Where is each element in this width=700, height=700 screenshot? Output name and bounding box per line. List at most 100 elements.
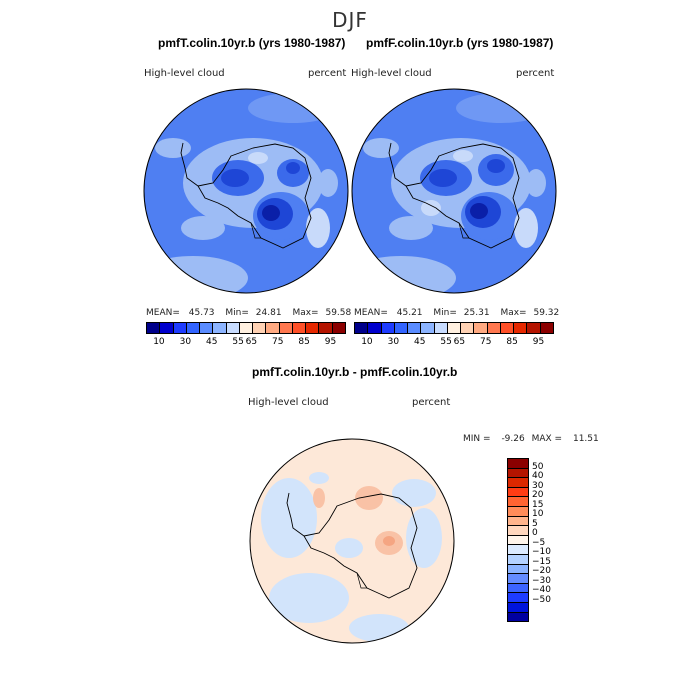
- colorbar-swatch: [508, 583, 528, 594]
- colorbar-tick-label: 85: [298, 337, 310, 347]
- colorbar-tick-label: −10: [532, 547, 551, 558]
- panel1-mean-label: MEAN=: [146, 308, 180, 318]
- diff-variable: High-level cloud: [248, 397, 329, 408]
- colorbar-tick-label: 45: [414, 337, 426, 347]
- colorbar-swatch: [319, 323, 333, 333]
- colorbar-tick-label: 65: [453, 337, 466, 347]
- colorbar-panel1-ticks: 10 30 45 55 65 75 85 95: [146, 337, 346, 349]
- panel2-max-value: 59.32: [533, 308, 560, 318]
- colorbar-swatch: [447, 323, 462, 333]
- panel1-min-value: 24.81: [255, 308, 282, 318]
- diff-units: percent: [412, 397, 451, 408]
- panel2-mean-value: 45.21: [396, 308, 423, 318]
- colorbar-swatch: [508, 526, 528, 536]
- figure-title: DJF: [332, 8, 368, 32]
- colorbar-tick-label: 55: [232, 337, 244, 347]
- colorbar-tick-label: 55: [440, 337, 452, 347]
- colorbar-swatch: [355, 323, 369, 333]
- panel1-units: percent: [308, 68, 347, 79]
- colorbar-tick-label: 85: [506, 337, 518, 347]
- colorbar-swatch: [508, 545, 528, 555]
- colorbar-tick-label: −15: [532, 556, 551, 567]
- colorbar-swatch: [508, 574, 528, 584]
- colorbar-swatch: [508, 478, 528, 488]
- colorbar-tick-label: 5: [532, 518, 538, 529]
- colorbar-swatch: [421, 323, 435, 333]
- colorbar-swatch: [394, 323, 409, 333]
- colorbar-tick-label: −30: [532, 575, 551, 586]
- colorbar-swatch: [279, 323, 293, 333]
- colorbar-tick-label: 40: [532, 471, 544, 482]
- colorbar-tick-label: 0: [532, 528, 538, 539]
- map-difference: [249, 438, 455, 644]
- diff-max-value: 11.51: [572, 434, 599, 444]
- colorbar-tick-label: 95: [324, 337, 337, 347]
- colorbar-swatch: [381, 323, 395, 333]
- colorbar-swatch: [461, 323, 475, 333]
- colorbar-swatch: [527, 323, 541, 333]
- colorbar-swatch: [239, 323, 254, 333]
- colorbar-tick-label: −5: [532, 537, 546, 548]
- panel2-min-label: Min=: [433, 308, 457, 318]
- colorbar-tick-label: 30: [387, 337, 400, 347]
- colorbar-tick-label: 65: [245, 337, 258, 347]
- colorbar-swatch: [487, 323, 501, 333]
- colorbar-tick-label: 50: [532, 461, 544, 472]
- panel2-stats: MEAN= 45.21 Min= 25.31 Max= 59.32: [354, 308, 559, 318]
- colorbar-swatch: [408, 323, 422, 333]
- panel2-mean-label: MEAN=: [354, 308, 388, 318]
- colorbar-swatch: [508, 612, 528, 622]
- panel2-max-label: Max=: [500, 308, 527, 318]
- colorbar-swatch: [147, 323, 161, 333]
- colorbar-tick-label: 10: [361, 337, 373, 347]
- diff-title: pmfT.colin.10yr.b - pmfF.colin.10yr.b: [252, 365, 458, 379]
- colorbar-swatch: [508, 506, 528, 517]
- colorbar-tick-label: 30: [179, 337, 192, 347]
- panel1-min-label: Min=: [225, 308, 249, 318]
- map-panel1: [143, 88, 349, 294]
- colorbar-tick-label: 75: [480, 337, 492, 347]
- colorbar-tick-label: 15: [532, 499, 544, 510]
- colorbar-swatch: [508, 554, 528, 565]
- panel2-min-value: 25.31: [463, 308, 490, 318]
- colorbar-swatch: [508, 459, 528, 469]
- colorbar-swatch: [434, 323, 448, 333]
- colorbar-panel2: [354, 322, 554, 334]
- panel1-variable: High-level cloud: [144, 68, 225, 79]
- panel1-max-value: 59.58: [325, 308, 352, 318]
- colorbar-swatch: [332, 323, 345, 333]
- colorbar-swatch: [160, 323, 174, 333]
- colorbar-swatch: [508, 602, 528, 613]
- colorbar-swatch: [508, 535, 528, 546]
- diff-min-value: -9.26: [501, 434, 525, 444]
- colorbar-swatch: [226, 323, 240, 333]
- panel1-stats: MEAN= 45.73 Min= 24.81 Max= 59.58: [146, 308, 351, 318]
- map-panel2: [351, 88, 557, 294]
- panel2-variable: High-level cloud: [351, 68, 432, 79]
- diff-stats: MIN = -9.26 MAX = 11.51: [463, 434, 599, 444]
- colorbar-swatch: [508, 564, 528, 575]
- colorbar-tick-label: 10: [532, 509, 544, 520]
- colorbar-swatch: [508, 487, 528, 498]
- colorbar-swatch: [540, 323, 553, 333]
- colorbar-tick-label: 30: [532, 480, 544, 491]
- colorbar-swatch: [474, 323, 488, 333]
- colorbar-tick-label: −50: [532, 594, 551, 605]
- colorbar-swatch: [306, 323, 320, 333]
- colorbar-swatch: [508, 497, 528, 507]
- colorbar-tick-label: 45: [206, 337, 218, 347]
- colorbar-tick-label: 20: [532, 490, 544, 501]
- colorbar-swatch: [292, 323, 307, 333]
- colorbar-swatch: [266, 323, 280, 333]
- panel1-max-label: Max=: [292, 308, 319, 318]
- colorbar-panel1: [146, 322, 346, 334]
- colorbar-swatch: [508, 516, 528, 527]
- colorbar-swatch: [500, 323, 515, 333]
- colorbar-swatch: [186, 323, 201, 333]
- colorbar-tick-label: −40: [532, 585, 551, 596]
- colorbar-difference: [507, 458, 529, 622]
- diff-min-label: MIN =: [463, 434, 491, 444]
- colorbar-swatch: [508, 468, 528, 479]
- colorbar-tick-label: 10: [153, 337, 165, 347]
- colorbar-swatch: [514, 323, 528, 333]
